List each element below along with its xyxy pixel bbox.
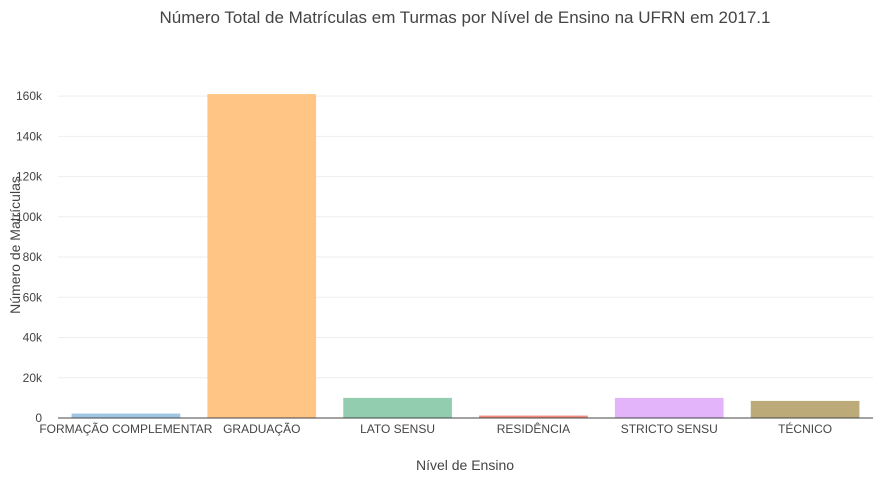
bar	[71, 413, 181, 418]
gridlines	[58, 95, 873, 379]
bar	[750, 400, 860, 418]
y-tick-label: 60k	[23, 290, 43, 304]
y-tick-label: 100k	[16, 210, 43, 224]
x-tick-label: FORMAÇÃO COMPLEMENTAR	[39, 422, 212, 436]
y-tick-label: 160k	[16, 89, 43, 103]
y-axis-title: Número de Matrículas	[7, 176, 23, 314]
bar	[614, 397, 724, 418]
chart-title: Número Total de Matrículas em Turmas por…	[159, 8, 770, 27]
y-tick-label: 40k	[23, 331, 43, 345]
x-tick-label: TÉCNICO	[778, 421, 832, 436]
x-tick-label: LATO SENSU	[360, 422, 435, 436]
bars	[58, 94, 873, 419]
bar	[479, 415, 588, 418]
y-tick-label: 20k	[23, 371, 43, 385]
x-tick-label: STRICTO SENSU	[621, 422, 718, 436]
y-tick-label: 80k	[23, 250, 43, 264]
y-tick-label: 140k	[16, 129, 43, 143]
x-tick-label: GRADUAÇÃO	[223, 422, 300, 436]
y-axis-ticks: 0 20k 40k 60k 80k 100k 120k 140k 160k	[16, 89, 43, 425]
x-axis-ticks: FORMAÇÃO COMPLEMENTAR GRADUAÇÃO LATO SENSU…	[39, 421, 832, 436]
x-axis-title: Nível de Ensino	[416, 457, 514, 473]
bar	[207, 94, 317, 418]
bar	[343, 397, 452, 418]
x-tick-label: RESIDÊNCIA	[497, 421, 570, 436]
y-tick-label: 0	[35, 411, 42, 425]
y-tick-label: 120k	[16, 170, 43, 184]
